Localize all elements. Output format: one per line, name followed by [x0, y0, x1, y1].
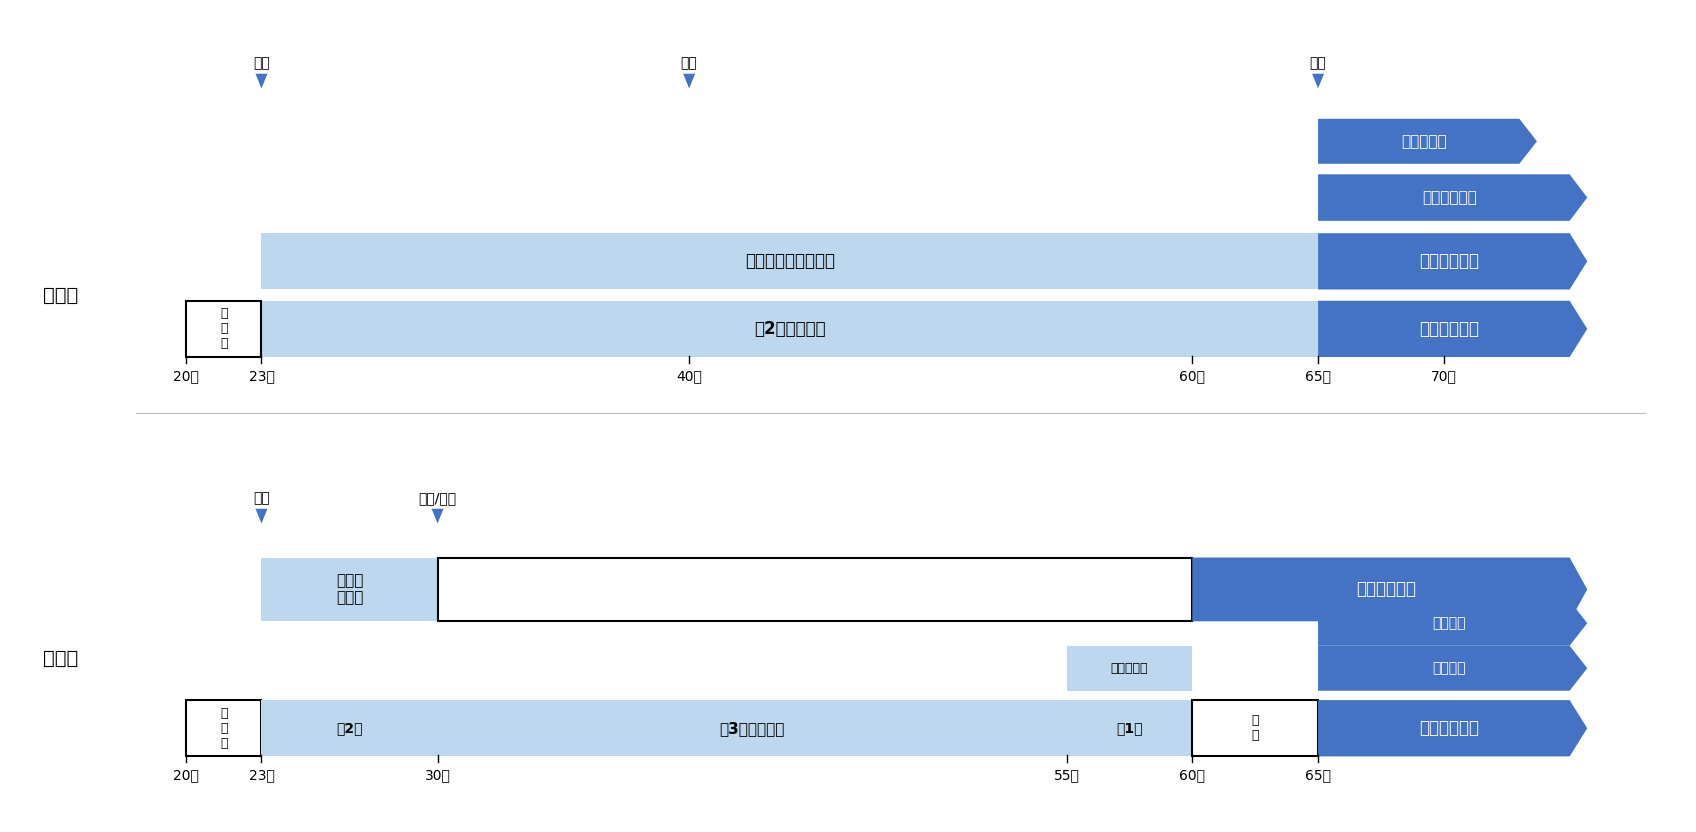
- Text: 厚年被
保険者: 厚年被 保険者: [336, 573, 363, 606]
- Text: 23歳: 23歳: [249, 769, 275, 782]
- Bar: [261, 233, 1318, 290]
- Bar: [187, 300, 261, 357]
- Text: 加給年金額: 加給年金額: [1401, 134, 1447, 149]
- Text: 60歳: 60歳: [1179, 369, 1206, 383]
- Polygon shape: [1318, 700, 1587, 756]
- Polygon shape: [683, 74, 695, 88]
- Text: 55歳: 55歳: [1053, 769, 1079, 782]
- Text: 70歳: 70歳: [1431, 369, 1457, 383]
- Polygon shape: [1318, 119, 1537, 164]
- Bar: [1192, 700, 1318, 756]
- Text: 退職/結婚: 退職/結婚: [419, 491, 456, 505]
- Polygon shape: [1318, 174, 1587, 220]
- Bar: [1067, 646, 1192, 691]
- Text: 第1号: 第1号: [1116, 721, 1143, 735]
- Bar: [261, 700, 438, 756]
- Text: 65歳: 65歳: [1306, 769, 1331, 782]
- Text: 結婚: 結婚: [680, 56, 697, 70]
- Polygon shape: [431, 508, 444, 523]
- Text: 付加年金: 付加年金: [1433, 661, 1465, 676]
- Polygon shape: [256, 74, 268, 88]
- Text: 老齢厚生年金: 老齢厚生年金: [1357, 581, 1416, 598]
- Text: 経過的加算額: 経過的加算額: [1421, 190, 1477, 205]
- Text: 退職: 退職: [1309, 56, 1326, 70]
- Polygon shape: [256, 508, 268, 523]
- Polygon shape: [1192, 557, 1587, 622]
- Text: 厚生年金の被保険者: 厚生年金の被保険者: [745, 252, 834, 270]
- Text: 20歳: 20歳: [173, 369, 198, 383]
- Text: 老齢厚生年金: 老齢厚生年金: [1420, 252, 1479, 270]
- Text: 60歳: 60歳: [1179, 769, 1206, 782]
- Text: （妻）: （妻）: [42, 649, 78, 668]
- Bar: [187, 700, 261, 756]
- Text: 就職: 就職: [253, 491, 270, 505]
- Text: 30歳: 30歳: [424, 769, 451, 782]
- Bar: [438, 557, 1192, 622]
- Text: 65歳: 65歳: [1306, 369, 1331, 383]
- Text: 第2号: 第2号: [336, 721, 363, 735]
- Text: 老齢基礎年金: 老齢基礎年金: [1420, 719, 1479, 737]
- Text: 40歳: 40歳: [677, 369, 702, 383]
- Bar: [261, 300, 1318, 357]
- Text: （夫）: （夫）: [42, 285, 78, 305]
- Text: 未
加
入: 未 加 入: [220, 307, 227, 350]
- Polygon shape: [1313, 74, 1325, 88]
- Text: 20歳: 20歳: [173, 769, 198, 782]
- Bar: [261, 557, 438, 622]
- Bar: [1067, 700, 1192, 756]
- Polygon shape: [1318, 646, 1587, 691]
- Polygon shape: [1318, 601, 1587, 646]
- Text: 未
加
入: 未 加 入: [220, 706, 227, 750]
- Text: 振替加算: 振替加算: [1433, 617, 1465, 630]
- Text: 老齢基礎年金: 老齢基礎年金: [1420, 319, 1479, 338]
- Bar: [438, 700, 1067, 756]
- Polygon shape: [1318, 300, 1587, 357]
- Polygon shape: [1318, 233, 1587, 290]
- Text: 付加保険料: 付加保険料: [1111, 661, 1148, 675]
- Text: 任
意: 任 意: [1252, 714, 1258, 742]
- Text: 就職: 就職: [253, 56, 270, 70]
- Text: 23歳: 23歳: [249, 369, 275, 383]
- Text: 第3号被保険者: 第3号被保険者: [719, 721, 785, 735]
- Text: 第2号被保険者: 第2号被保険者: [755, 319, 826, 338]
